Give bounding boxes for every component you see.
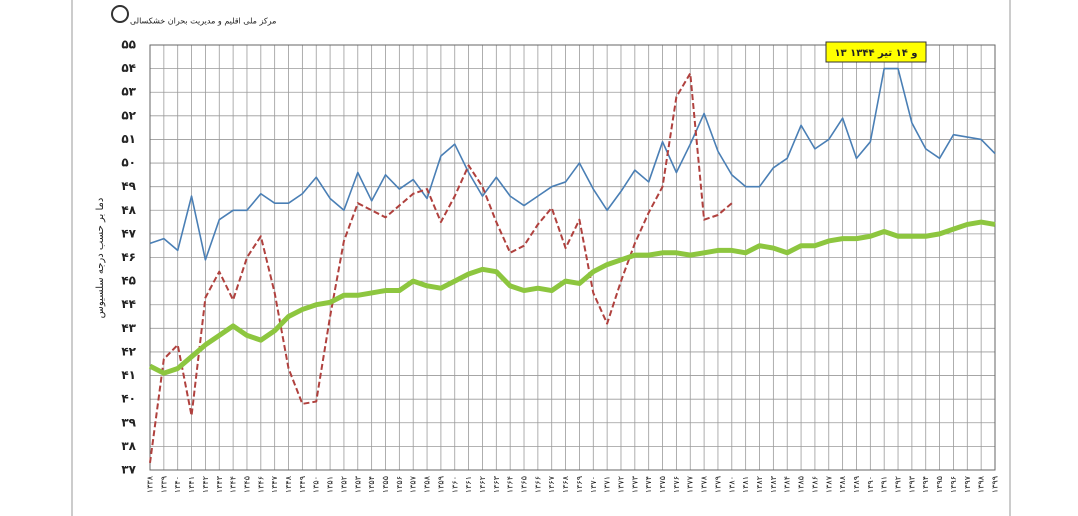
x-tick-label: ۱۳۸۰ xyxy=(727,476,736,493)
x-tick-label: ۱۳۴۹ xyxy=(298,476,307,493)
x-tick-label: ۱۳۴۲ xyxy=(201,476,210,493)
x-tick-label: ۱۳۳۹ xyxy=(159,476,168,493)
y-tick-label: ۳۹ xyxy=(121,415,136,429)
logo xyxy=(111,5,129,23)
y-tick-label: ۴۷ xyxy=(121,226,136,240)
x-tick-label: ۱۳۸۳ xyxy=(769,475,778,493)
x-tick-label: ۱۳۶۷ xyxy=(547,475,556,493)
x-tick-label: ۱۳۴۱ xyxy=(187,476,196,493)
x-tick-label: ۱۳۶۴ xyxy=(506,476,515,493)
series-line xyxy=(149,72,733,464)
y-tick-label: ۴۴ xyxy=(121,297,136,311)
x-tick-label: ۱۳۶۵ xyxy=(520,476,529,493)
x-tick-label: ۱۳۷۲ xyxy=(616,476,625,493)
y-tick-label: ۵۵ xyxy=(121,38,136,52)
x-tick-label: ۱۳۹۸ xyxy=(977,475,986,493)
x-tick-label: ۱۳۹۳ xyxy=(907,475,916,493)
annotation: ۱۳ و ۱۴ تیر ۱۳۴۴ xyxy=(834,48,917,59)
x-tick-label: ۱۳۷۷ xyxy=(686,475,695,493)
series-line xyxy=(148,219,996,376)
x-tick-label: ۱۳۹۱ xyxy=(880,476,889,493)
y-tick-label: ۴۵ xyxy=(121,274,136,288)
x-tick-label: ۱۳۷۵ xyxy=(658,476,667,493)
x-tick-label: ۱۳۷۳ xyxy=(630,475,639,493)
x-tick-label: ۱۳۶۳ xyxy=(492,475,501,493)
x-tick-label: ۱۳۵۲ xyxy=(339,476,348,493)
y-axis-label: دما بر حسب درجه سلسیوس xyxy=(95,198,106,319)
x-tick-label: ۱۳۶۹ xyxy=(575,476,584,493)
y-tick-label: ۴۳ xyxy=(121,321,136,335)
x-tick-label: ۱۳۹۲ xyxy=(894,476,903,493)
x-tick-label: ۱۳۴۴ xyxy=(229,476,238,493)
x-tick-label: ۱۳۹۰ xyxy=(866,476,875,493)
x-tick-label: ۱۳۹۵ xyxy=(935,476,944,493)
x-tick-label: ۱۳۹۶ xyxy=(949,476,958,493)
y-tick-label: ۴۸ xyxy=(121,203,136,217)
x-tick-label: ۱۳۶۶ xyxy=(533,476,542,493)
x-tick-label: ۱۳۵۸ xyxy=(423,475,432,493)
series-line xyxy=(149,67,996,261)
x-tick-label: ۱۳۸۶ xyxy=(810,476,819,493)
x-tick-label: ۱۳۷۴ xyxy=(644,476,653,493)
y-tick-label: ۵۴ xyxy=(121,61,136,75)
y-tick-label: ۵۳ xyxy=(121,85,136,99)
x-tick-label: ۱۳۶۲ xyxy=(478,476,487,493)
x-tick-label: ۱۳۵۴ xyxy=(367,476,376,493)
x-tick-label: ۱۳۵۵ xyxy=(381,476,390,493)
x-tick-label: ۱۳۹۹ xyxy=(991,476,1000,493)
x-tick-label: ۱۳۵۶ xyxy=(395,476,404,493)
y-tick-label: ۳۸ xyxy=(121,439,136,453)
y-tick-label: ۴۶ xyxy=(121,250,136,264)
plot-border xyxy=(149,44,996,471)
x-tick-label: ۱۳۷۱ xyxy=(603,476,612,493)
x-tick-label: ۱۳۵۱ xyxy=(326,476,335,493)
x-tick-label: ۱۳۸۲ xyxy=(755,476,764,493)
x-tick-label: ۱۳۸۱ xyxy=(741,476,750,493)
x-tick-label: ۱۳۵۳ xyxy=(353,475,362,493)
x-tick-label: ۱۳۴۵ xyxy=(242,476,251,493)
x-tick-label: ۱۳۶۸ xyxy=(561,475,570,493)
x-tick-label: ۱۳۷۹ xyxy=(713,476,722,493)
x-tick-label: ۱۳۸۵ xyxy=(797,476,806,493)
x-tick-label: ۱۳۸۴ xyxy=(783,476,792,493)
x-tick-label: ۱۳۶۰ xyxy=(450,476,459,493)
y-tick-label: ۴۱ xyxy=(121,368,136,382)
x-tick-label: ۱۳۷۶ xyxy=(672,476,681,493)
x-tick-label: ۱۳۴۷ xyxy=(270,475,279,493)
y-tick-label: ۴۲ xyxy=(121,344,136,358)
x-tick-label: ۱۳۹۷ xyxy=(963,475,972,493)
x-tick-label: ۱۳۴۰ xyxy=(173,476,182,493)
x-tick-label: ۱۳۵۰ xyxy=(312,476,321,493)
y-tick-label: ۳۷ xyxy=(121,463,136,477)
x-tick-label: ۱۳۴۸ xyxy=(284,475,293,493)
annotation-box xyxy=(825,41,927,63)
y-tick-label: ۴۹ xyxy=(121,179,136,193)
x-tick-label: ۱۳۵۹ xyxy=(436,476,445,493)
y-tick-label: ۴۰ xyxy=(121,392,136,406)
x-tick-label: ۱۳۹۴ xyxy=(921,476,930,493)
y-tick-label: ۵۱ xyxy=(121,132,136,146)
x-tick-label: ۱۳۴۳ xyxy=(215,475,224,493)
y-tick-label: ۵۰ xyxy=(121,156,136,170)
x-tick-label: ۱۳۷۸ xyxy=(700,475,709,493)
x-tick-label: ۱۳۸۷ xyxy=(824,475,833,493)
x-tick-label: ۱۳۷۰ xyxy=(589,476,598,493)
x-tick-label: ۱۳۸۹ xyxy=(852,476,861,493)
y-tick-label: ۵۲ xyxy=(121,108,136,122)
source: مرکز ملی اقلیم و مدیریت بحران خشکسالی xyxy=(130,17,276,26)
x-tick-label: ۱۳۵۷ xyxy=(409,475,418,493)
x-tick-label: ۱۳۸۸ xyxy=(838,475,847,493)
x-tick-label: ۱۳۶۱ xyxy=(464,476,473,493)
x-tick-label: ۱۳۳۸ xyxy=(146,475,155,493)
x-tick-label: ۱۳۴۶ xyxy=(256,476,265,493)
